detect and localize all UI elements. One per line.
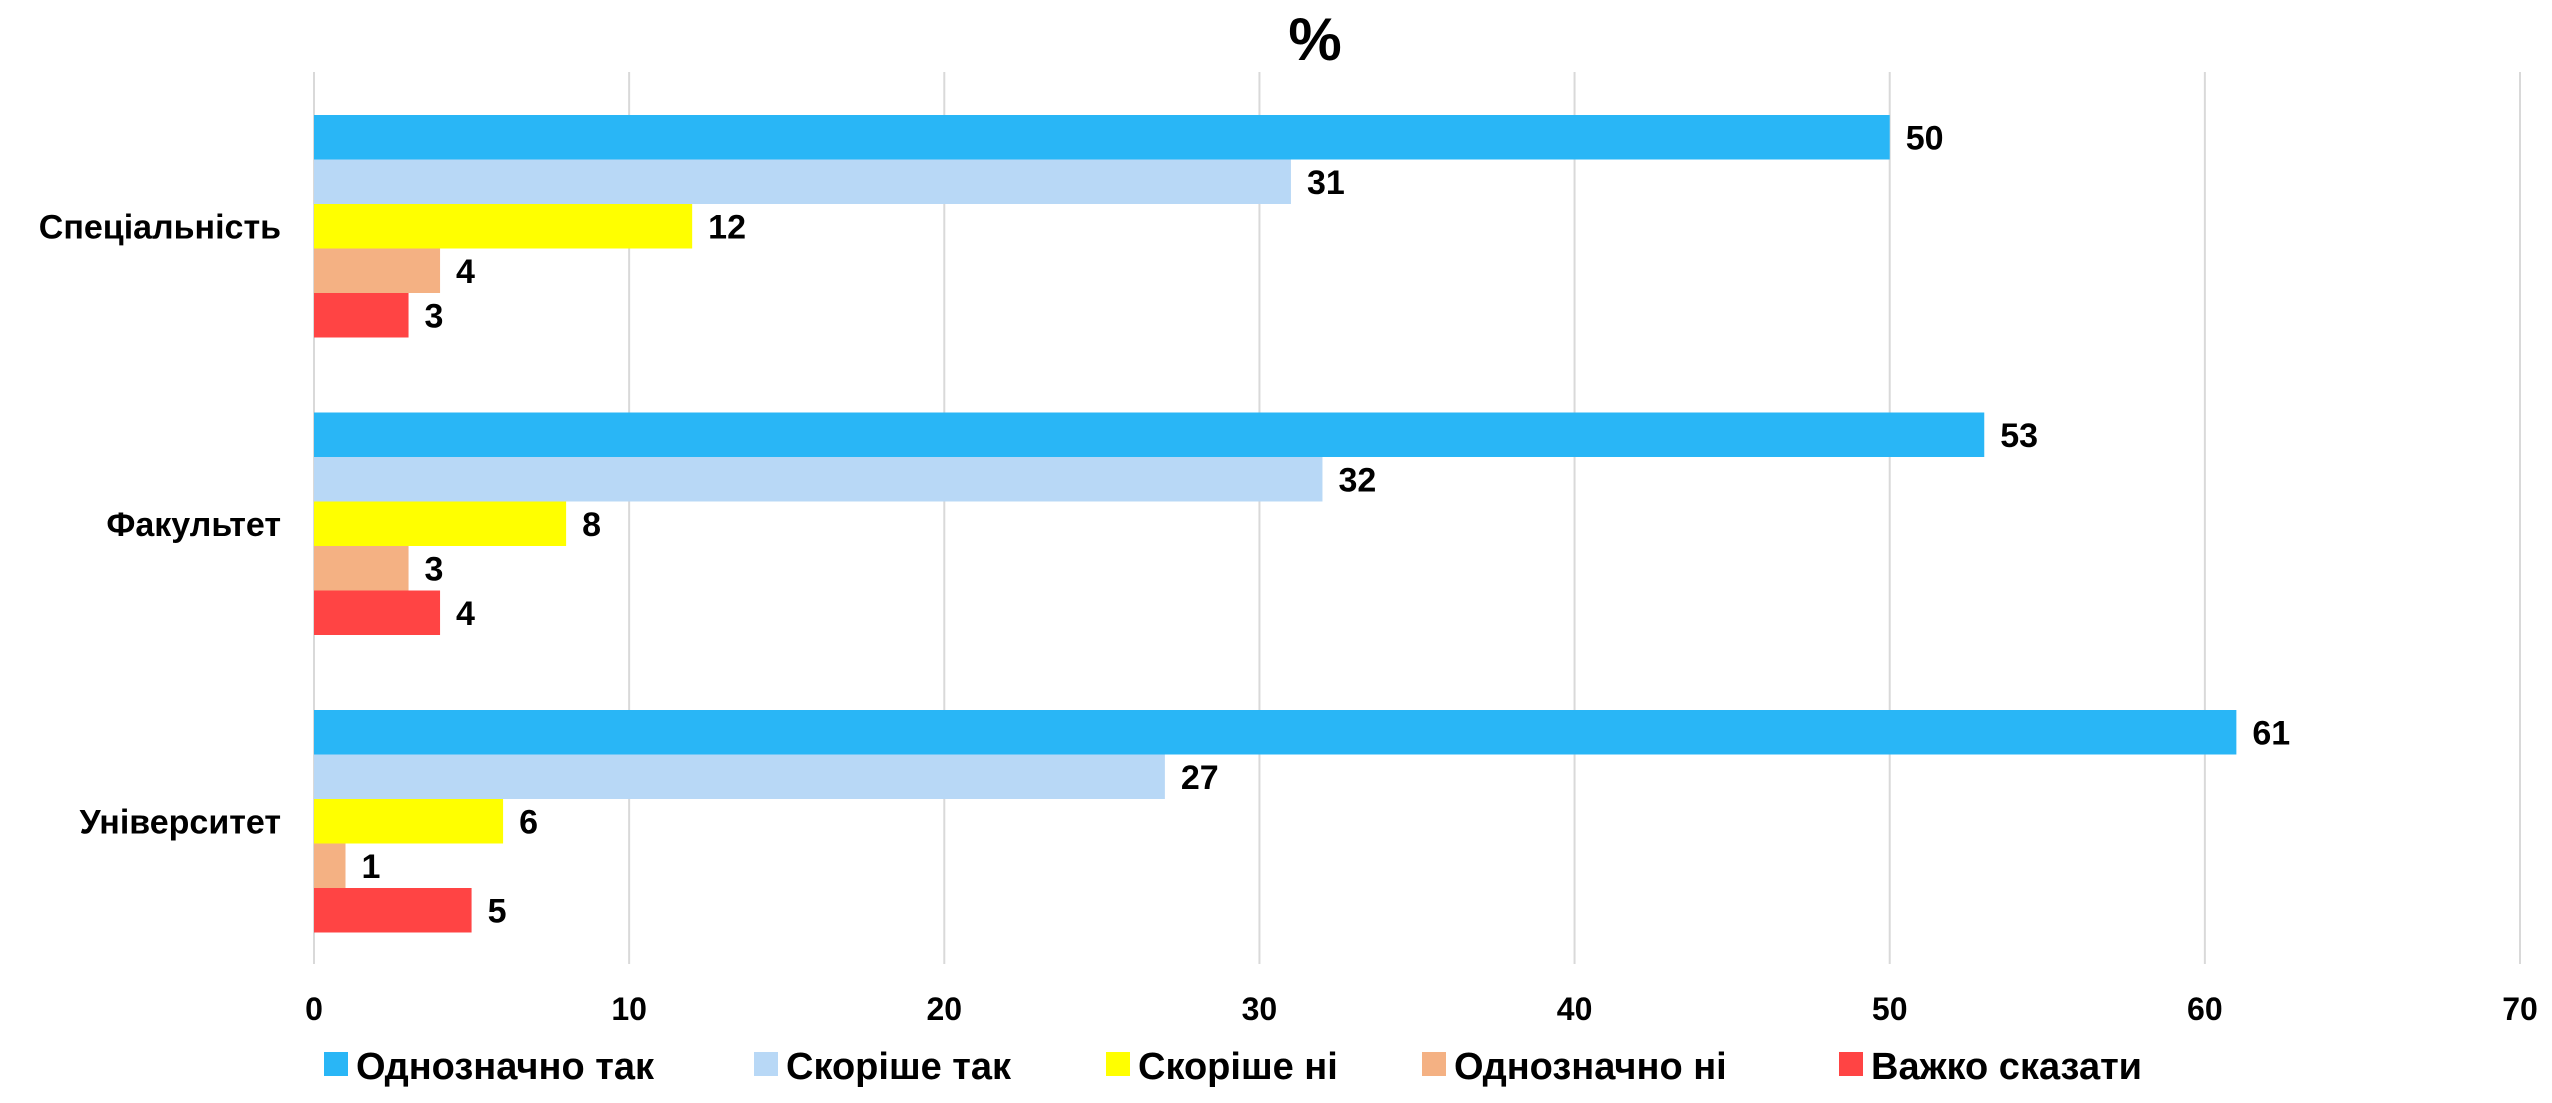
bars — [314, 115, 2237, 933]
bar — [314, 412, 1985, 457]
legend-swatch — [324, 1052, 348, 1076]
data-label: 8 — [582, 506, 601, 544]
bar — [314, 710, 2237, 755]
data-label: 6 — [519, 803, 538, 841]
x-tick-label: 30 — [1242, 991, 1278, 1027]
data-label: 12 — [708, 208, 746, 246]
data-label: 32 — [1338, 461, 1376, 499]
x-tick-label: 20 — [926, 991, 962, 1027]
bar — [314, 204, 693, 249]
bar — [314, 115, 1890, 160]
data-label: 3 — [425, 297, 444, 335]
legend-label: Однозначно так — [356, 1046, 655, 1088]
x-tick-label: 70 — [2502, 991, 2538, 1027]
chart-title: % — [1288, 6, 1341, 73]
x-tick-label: 50 — [1872, 991, 1908, 1027]
data-label: 1 — [362, 848, 381, 886]
x-tick-label: 10 — [611, 991, 647, 1027]
legend: Однозначно так Скоріше так Скоріше ні Одноз… — [324, 1046, 2142, 1088]
data-label: 53 — [2000, 417, 2038, 455]
bar — [314, 799, 504, 844]
bar — [314, 159, 1291, 204]
bar — [314, 590, 441, 635]
bar — [314, 248, 441, 293]
data-label: 61 — [2252, 714, 2290, 752]
category-axis: Спеціальність Факультет Університет — [39, 208, 281, 841]
bar — [314, 888, 472, 933]
data-label: 3 — [425, 550, 444, 588]
legend-label: Важко сказати — [1871, 1046, 2142, 1088]
bar — [314, 293, 409, 338]
legend-swatch — [1422, 1052, 1446, 1076]
bar — [314, 754, 1165, 799]
legend-label: Скоріше так — [786, 1046, 1012, 1088]
bar — [314, 457, 1323, 502]
value-axis: 0 10 20 30 40 50 60 70 — [305, 991, 2538, 1027]
x-tick-label: 40 — [1557, 991, 1593, 1027]
data-label: 5 — [488, 892, 507, 930]
category-label: Університет — [79, 803, 281, 841]
bar — [314, 501, 567, 546]
category-label: Спеціальність — [39, 208, 281, 246]
x-tick-label: 0 — [305, 991, 323, 1027]
x-tick-label: 60 — [2187, 991, 2223, 1027]
data-label: 27 — [1181, 759, 1219, 797]
legend-label: Скоріше ні — [1138, 1046, 1338, 1088]
bar — [314, 546, 409, 591]
legend-swatch — [1106, 1052, 1130, 1076]
category-label: Факультет — [106, 506, 281, 544]
data-label: 4 — [456, 253, 475, 291]
legend-swatch — [754, 1052, 778, 1076]
legend-swatch — [1839, 1052, 1863, 1076]
legend-label: Однозначно ні — [1454, 1046, 1727, 1088]
bar — [314, 843, 346, 888]
data-label: 50 — [1906, 119, 1944, 157]
data-label: 4 — [456, 595, 475, 633]
data-label: 31 — [1307, 164, 1345, 202]
